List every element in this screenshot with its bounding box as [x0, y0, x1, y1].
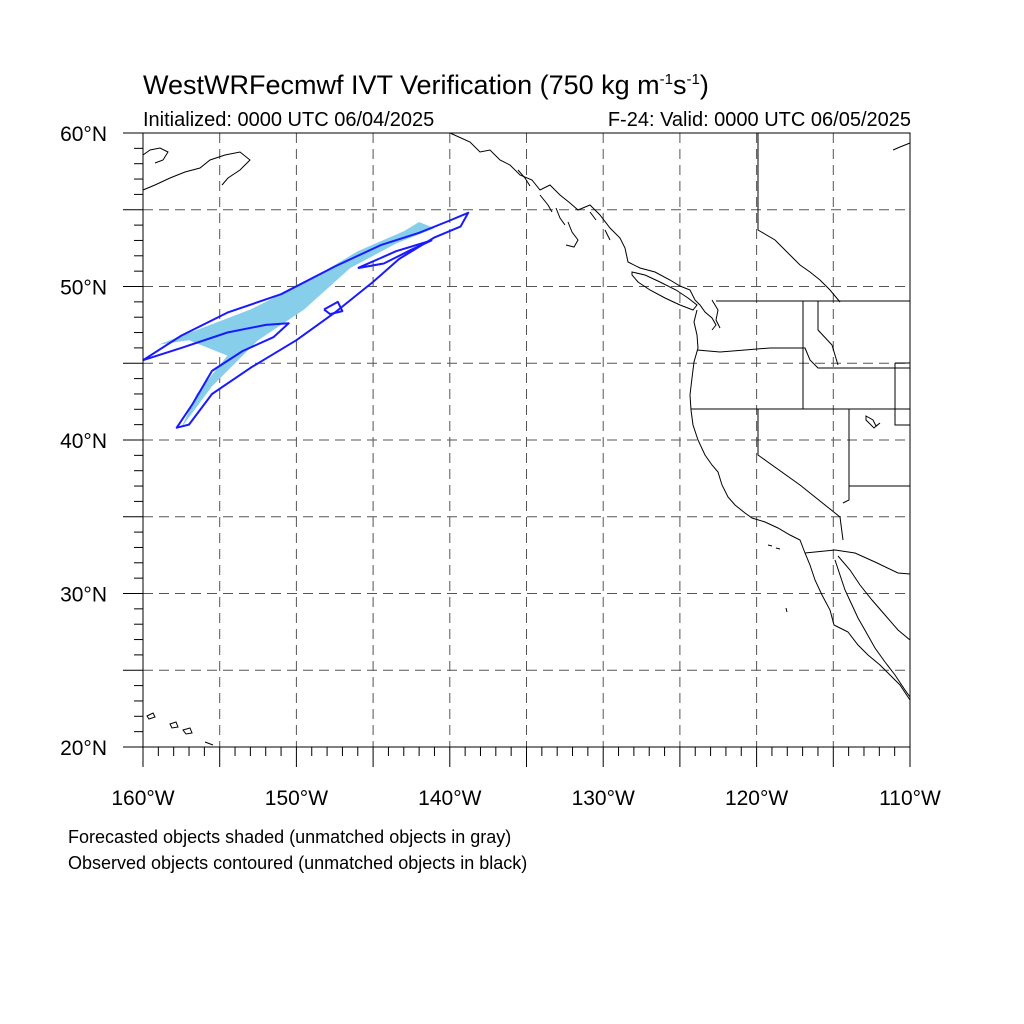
grid-lines — [143, 133, 910, 747]
axis-labels: 160°W 150°W 140°W 130°W 120°W 110°W 20°N 30°N 40… — [60, 123, 941, 810]
lon-label: 140°W — [418, 787, 481, 810]
political-borders — [691, 133, 911, 575]
border-ca-nv — [757, 409, 844, 541]
border-wa-id — [817, 301, 839, 366]
lat-label: 30°N — [60, 584, 107, 607]
title-unit-s: s — [672, 70, 687, 100]
border-nv-ut — [842, 409, 850, 504]
title-close-paren: ) — [699, 70, 709, 100]
lon-label: 150°W — [265, 787, 328, 810]
coastline-vancouver-island — [631, 271, 698, 311]
legend-observed: Observed objects contoured (unmatched ob… — [68, 853, 528, 873]
coastline-mainland-mexico — [837, 555, 911, 641]
initialized-time: Initialized: 0000 UTC 06/04/2025 — [143, 109, 435, 131]
lat-label: 20°N — [60, 737, 107, 760]
lat-label: 50°N — [60, 277, 107, 300]
coastline-channel-islands — [767, 544, 788, 613]
coastline-islands-se-alaska — [517, 169, 611, 248]
coastline-hawaii — [146, 712, 214, 746]
coastline-us-west — [689, 309, 911, 701]
lon-label: 160°W — [111, 787, 174, 810]
title-exponent-1: -1 — [659, 71, 673, 88]
lat-label: 40°N — [60, 430, 107, 453]
border-us-mexico — [804, 549, 911, 575]
observed-ivt-contour — [142, 211, 470, 429]
coastline — [142, 132, 911, 746]
map-title: WestWRFecmwf IVT Verification (750 kg m-… — [143, 70, 709, 101]
lat-label: 60°N — [60, 123, 107, 146]
border-alaska-canada — [757, 133, 841, 303]
lon-label: 110°W — [879, 787, 941, 810]
lon-label: 120°W — [725, 787, 788, 810]
valid-time: F-24: Valid: 0000 UTC 06/05/2025 — [607, 109, 911, 131]
border-wy — [894, 362, 910, 426]
observed-ivt-contour — [323, 300, 344, 316]
coastline-gulf-california — [834, 559, 911, 698]
forecast-ivt-object — [158, 222, 435, 428]
legend-forecast: Forecasted objects shaded (unmatched obj… — [68, 827, 512, 847]
title-text: WestWRFecmwf IVT Verification (750 kg m — [143, 70, 660, 100]
lon-label: 130°W — [572, 787, 635, 810]
lake-great-salt — [865, 415, 881, 429]
coastline-puget-sound — [711, 299, 721, 329]
axis-ticks — [123, 132, 911, 767]
border-wa-or — [696, 347, 910, 369]
forecast-objects — [158, 222, 435, 428]
observed-ivt-contour — [357, 239, 433, 270]
coastline-alaska-peninsula — [142, 147, 251, 191]
coastline-yukon-corner — [892, 142, 911, 151]
coastline-alaska-bc — [449, 132, 717, 331]
observed-objects — [142, 211, 470, 429]
title-exponent-2: -1 — [686, 71, 700, 88]
